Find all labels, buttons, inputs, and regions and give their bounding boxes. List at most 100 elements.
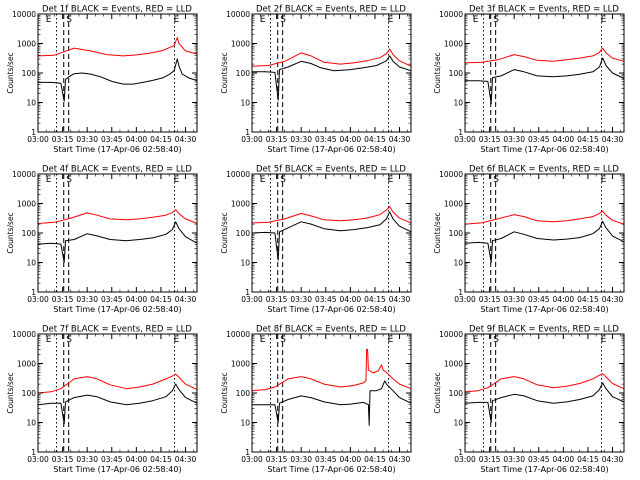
event-flag-label: E	[46, 335, 52, 345]
y-tick-label: 1000	[444, 360, 463, 369]
x-tick-label: 04:30	[175, 295, 197, 304]
x-tick-label: 03:30	[503, 455, 525, 464]
series-lld-line	[251, 48, 412, 67]
event-flag-label: E	[260, 175, 266, 185]
event-flag-label: E	[174, 335, 180, 345]
y-axis-label: Counts/sec	[220, 372, 229, 413]
y-tick-label: 100	[236, 229, 251, 238]
x-tick-label: 04:00	[340, 455, 362, 464]
y-tick-label: 10000	[439, 330, 463, 339]
x-tick-label: 03:30	[76, 455, 98, 464]
event-flag-label: S	[66, 335, 72, 345]
y-tick-label: 1000	[231, 40, 250, 49]
y-tick-label: 10	[453, 99, 463, 108]
y-tick-label: 10	[453, 259, 463, 268]
series-events-line	[465, 57, 625, 105]
x-tick-label: 04:15	[150, 135, 172, 144]
x-tick-label: 03:45	[101, 295, 123, 304]
event-flag-label: S	[493, 15, 499, 25]
x-tick-label: 04:30	[389, 135, 411, 144]
x-tick-label: 04:30	[602, 135, 624, 144]
x-tick-label: 03:45	[315, 455, 337, 464]
series-lld-line	[37, 37, 198, 57]
event-flag-label: E	[473, 335, 479, 345]
series-events-line	[252, 380, 412, 426]
y-axis-label: Counts/sec	[6, 52, 15, 93]
x-tick-label: 03:00	[454, 455, 476, 464]
panel-title: Det 3f BLACK = Events, RED = LLD	[469, 5, 619, 15]
event-flag-label: E	[601, 335, 607, 345]
x-tick-label: 04:00	[126, 295, 148, 304]
x-axis-label: Start Time (17-Apr-06 02:58:40)	[267, 145, 395, 154]
x-tick-label: 04:15	[577, 135, 599, 144]
y-tick-label: 10	[240, 99, 250, 108]
y-tick-label: 10	[26, 419, 36, 428]
y-tick-label: 100	[449, 389, 464, 398]
x-tick-label: 03:15	[266, 135, 288, 144]
x-tick-label: 03:00	[27, 135, 49, 144]
plot-frame	[464, 333, 625, 453]
series-events-line	[251, 211, 412, 261]
y-axis-label: Counts/sec	[220, 212, 229, 253]
y-tick-label: 1000	[231, 200, 250, 209]
y-axis-label: Counts/sec	[433, 52, 442, 93]
y-axis-label: Counts/sec	[220, 52, 229, 93]
series-lld-line	[464, 47, 625, 64]
x-tick-label: 03:45	[315, 295, 337, 304]
x-tick-label: 03:00	[27, 455, 49, 464]
panel-title: Det 2f BLACK = Events, RED = LLD	[256, 5, 406, 15]
x-axis-label: Start Time (17-Apr-06 02:58:40)	[480, 145, 608, 154]
event-flag-label: E	[174, 15, 180, 25]
x-tick-label: 04:15	[364, 135, 386, 144]
y-tick-label: 1	[31, 128, 36, 137]
series-events-line	[38, 58, 198, 102]
plot-frame	[464, 173, 625, 293]
y-tick-label: 1000	[17, 40, 36, 49]
series-lld-line	[37, 209, 198, 224]
x-tick-label: 04:15	[150, 295, 172, 304]
series-lld-line	[37, 373, 198, 394]
x-tick-label: 03:15	[52, 135, 74, 144]
y-tick-label: 1000	[444, 200, 463, 209]
x-axis-label: Start Time (17-Apr-06 02:58:40)	[53, 465, 181, 474]
panel-title: Det 1f BLACK = Events, RED = LLD	[42, 5, 192, 15]
x-tick-label: 04:30	[389, 295, 411, 304]
x-tick-label: 03:15	[479, 295, 501, 304]
plot-frame	[37, 173, 198, 293]
y-tick-label: 10	[26, 259, 36, 268]
x-tick-label: 04:15	[577, 455, 599, 464]
x-tick-label: 04:00	[553, 135, 575, 144]
series-events-line	[252, 55, 412, 101]
y-tick-label: 10000	[12, 10, 36, 19]
event-flag-label: S	[280, 15, 286, 25]
x-tick-label: 03:00	[241, 295, 263, 304]
x-tick-label: 03:15	[479, 455, 501, 464]
y-tick-label: 10	[240, 259, 250, 268]
panel-title: Det 6f BLACK = Events, RED = LLD	[469, 165, 619, 175]
x-tick-label: 03:30	[503, 135, 525, 144]
y-tick-label: 10000	[439, 10, 463, 19]
event-flag-label: E	[473, 175, 479, 185]
x-tick-label: 03:45	[528, 295, 550, 304]
y-tick-label: 1000	[17, 360, 36, 369]
x-tick-label: 03:30	[290, 455, 312, 464]
event-flag-label: S	[280, 335, 286, 345]
y-tick-label: 10000	[12, 170, 36, 179]
series-lld-line	[251, 206, 412, 224]
event-flag-label: E	[601, 175, 607, 185]
y-axis-label: Counts/sec	[6, 212, 15, 253]
y-tick-label: 100	[22, 229, 37, 238]
event-flag-label: E	[388, 335, 394, 345]
event-flag-label: E	[473, 15, 479, 25]
y-tick-label: 10000	[226, 10, 250, 19]
x-tick-label: 03:15	[266, 455, 288, 464]
plot-frame	[251, 333, 412, 453]
event-flag-label: E	[260, 335, 266, 345]
x-tick-label: 03:30	[76, 135, 98, 144]
x-tick-label: 03:15	[52, 295, 74, 304]
